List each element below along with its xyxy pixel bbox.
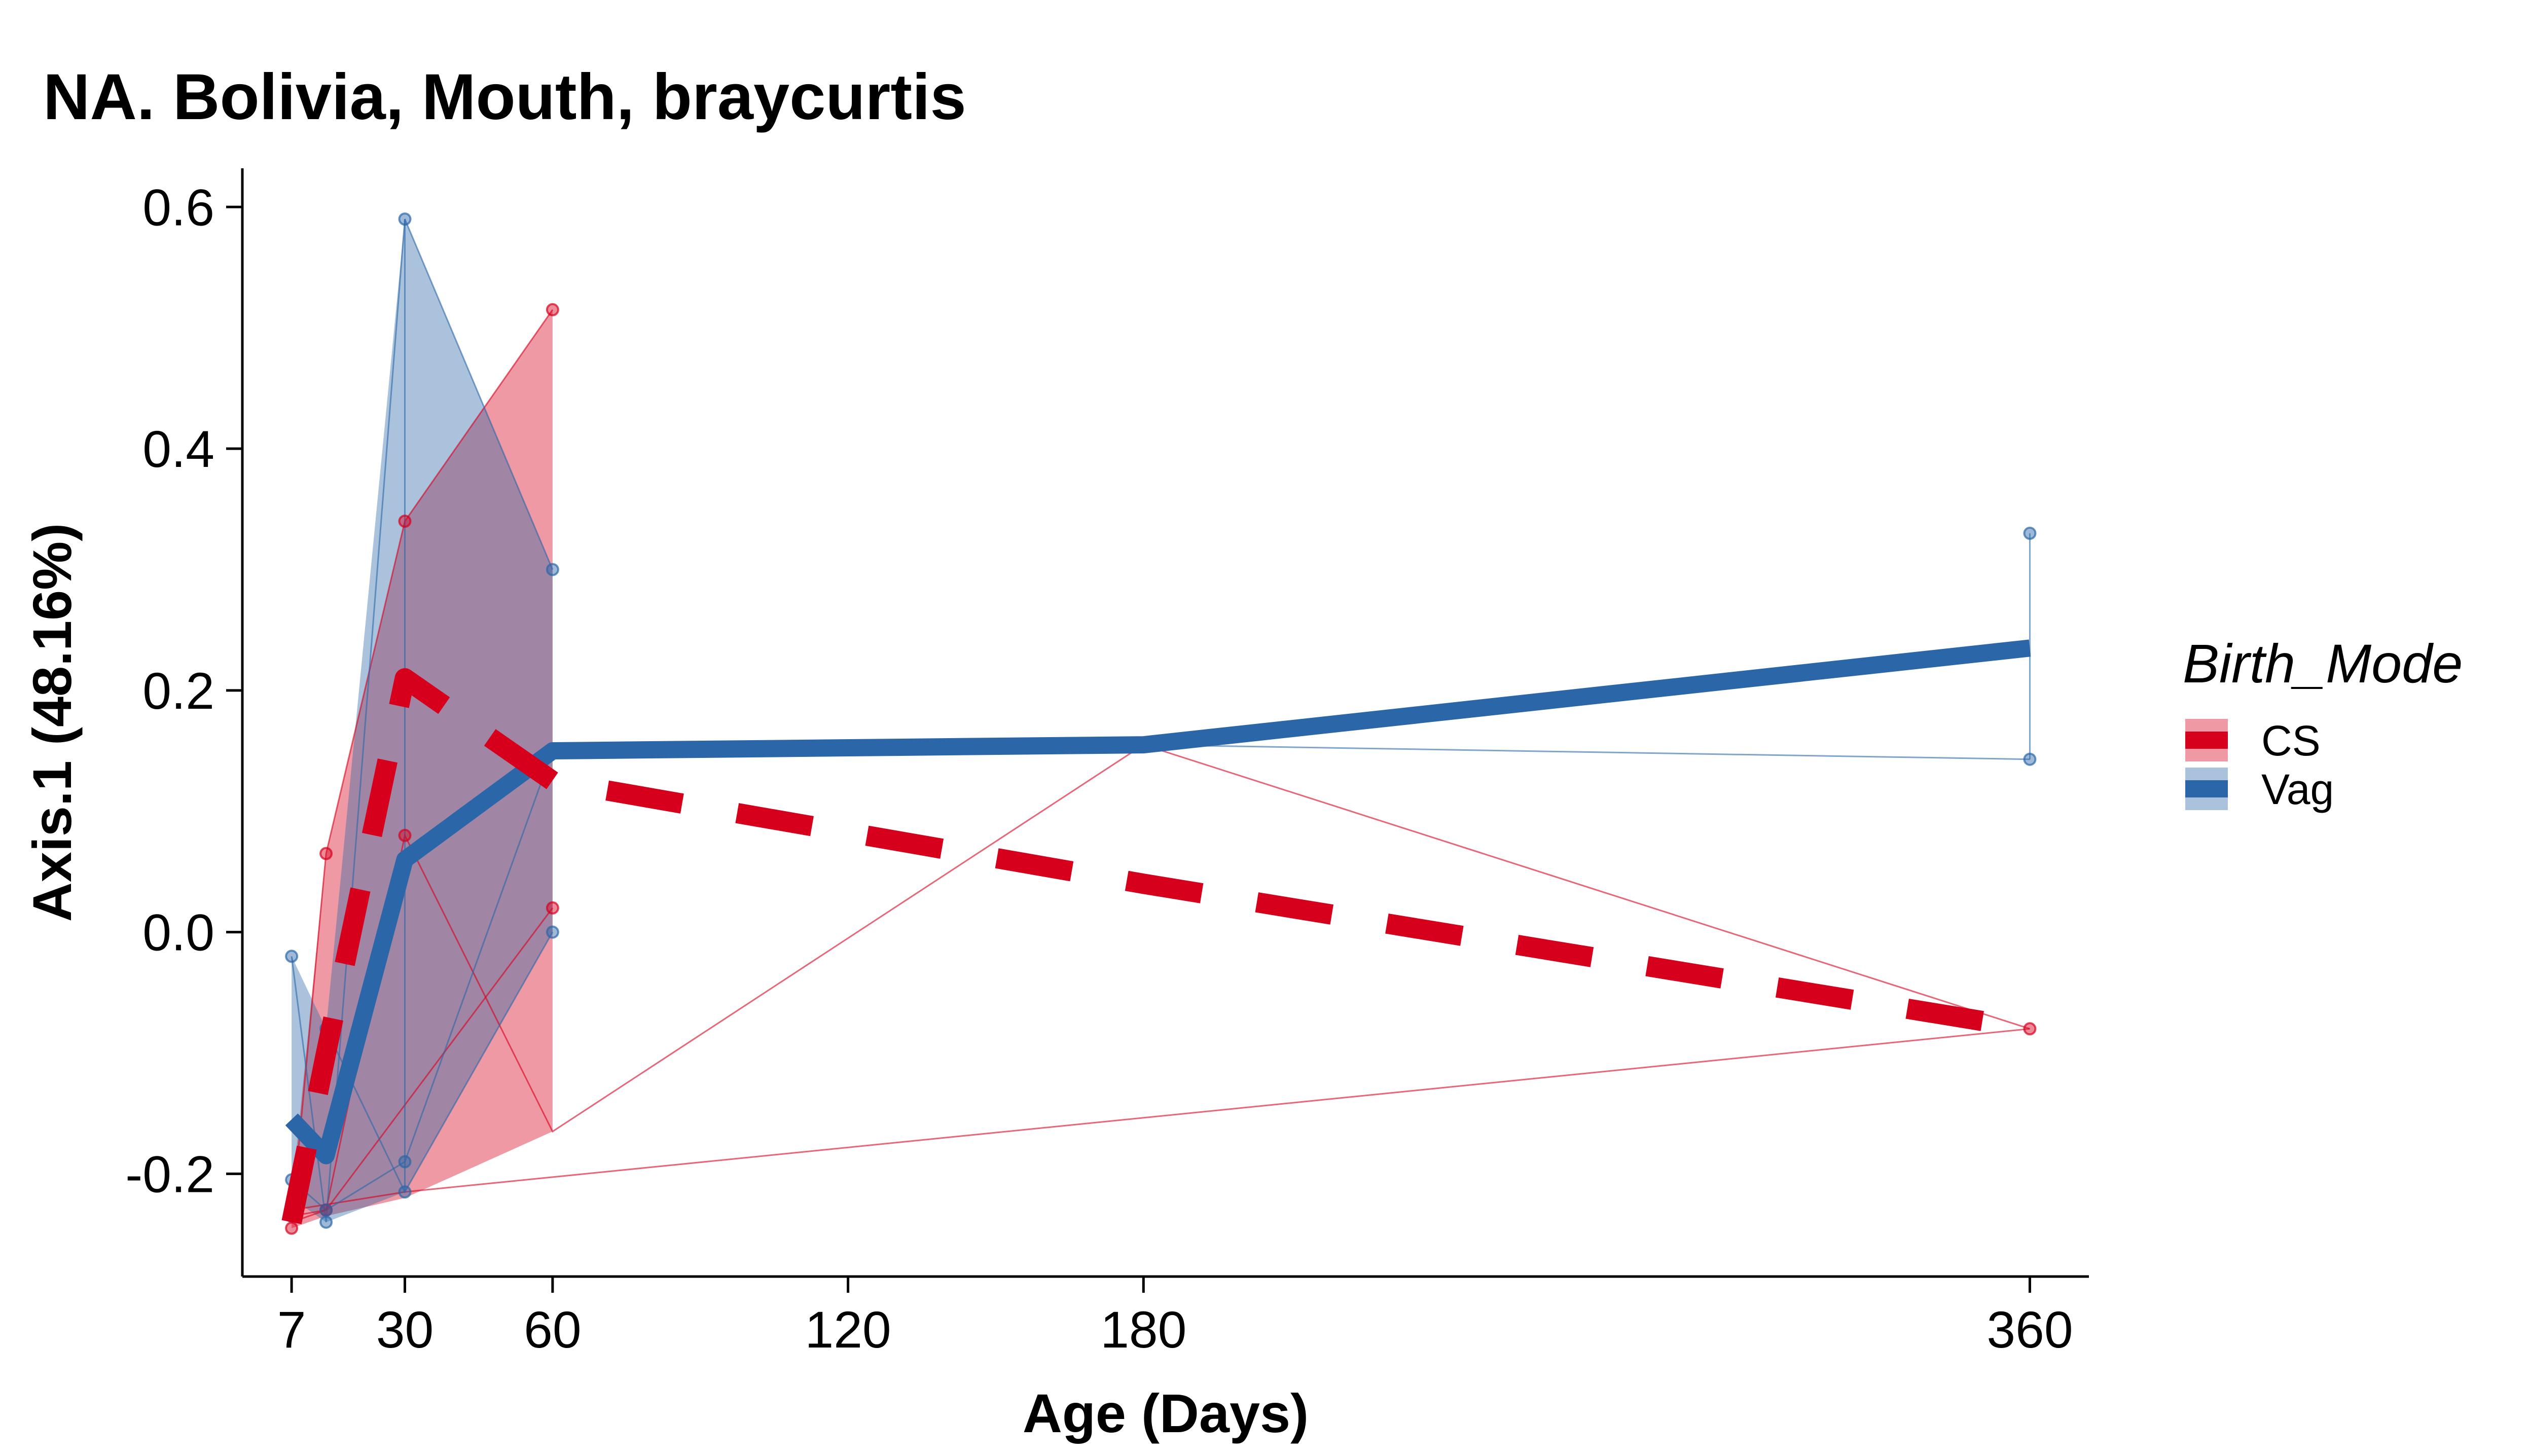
- data-point-vag: [285, 950, 299, 963]
- x-axis-ticks: 7 30 60 120 180 360: [277, 1277, 2073, 1359]
- y-tick-label: 0.6: [142, 178, 214, 236]
- data-point-vag: [2023, 752, 2037, 766]
- mean-line-vag: [285, 639, 2031, 1164]
- ribbon-vag: [292, 219, 553, 1222]
- data-point-vag: [319, 1203, 333, 1217]
- data-point-cs: [2023, 1022, 2037, 1036]
- ribbons: [292, 219, 553, 1228]
- y-tick-label: -0.2: [125, 1145, 214, 1203]
- y-tick-label: 0.2: [142, 662, 214, 720]
- x-tick-label: 120: [805, 1301, 891, 1359]
- mean-lines: [281, 639, 2032, 1224]
- data-point-cs: [398, 828, 412, 842]
- legend-title: Birth_Mode: [2183, 633, 2463, 694]
- data-point-cs: [319, 847, 333, 860]
- data-point-vag: [546, 563, 559, 576]
- chart-title: NA. Bolivia, Mouth, braycurtis: [43, 61, 966, 133]
- mean-line-cs: [281, 668, 2032, 1224]
- data-point-vag: [398, 1155, 412, 1169]
- data-point-vag: [398, 212, 412, 226]
- subject-line-cs-1: [291, 309, 554, 1222]
- plot-area: [281, 212, 2037, 1235]
- data-point-cs: [546, 303, 559, 316]
- subject-line-vag-2: [291, 744, 2030, 1211]
- legend-label-vag: Vag: [2261, 766, 2334, 813]
- y-axis-title: Axis.1 (48.16%): [21, 523, 83, 922]
- data-point-vag: [2023, 526, 2037, 540]
- x-axis-title: Age (Days): [1023, 1382, 1309, 1444]
- x-tick-label: 60: [524, 1301, 581, 1359]
- data-point-vag: [319, 1215, 333, 1229]
- data-point-cs: [546, 901, 559, 915]
- y-axis-ticks: -0.2 0.0 0.2 0.4 0.6: [125, 178, 242, 1203]
- data-point-vag: [546, 925, 559, 939]
- x-tick-label: 180: [1100, 1301, 1186, 1359]
- data-points: [285, 212, 2037, 1235]
- y-tick-label: 0.0: [142, 904, 214, 962]
- legend-label-cs: CS: [2261, 717, 2321, 765]
- ribbon-cs: [292, 309, 553, 1228]
- data-point-cs: [285, 1221, 299, 1235]
- legend-item-vag: Vag: [2185, 766, 2334, 813]
- x-tick-label: 7: [277, 1301, 306, 1359]
- legend-item-cs: CS: [2185, 717, 2321, 765]
- y-tick-label: 0.4: [142, 420, 214, 478]
- x-tick-label: 360: [1987, 1301, 2073, 1359]
- data-point-vag: [398, 1185, 412, 1199]
- data-point-cs: [398, 515, 412, 528]
- x-tick-label: 30: [376, 1301, 434, 1359]
